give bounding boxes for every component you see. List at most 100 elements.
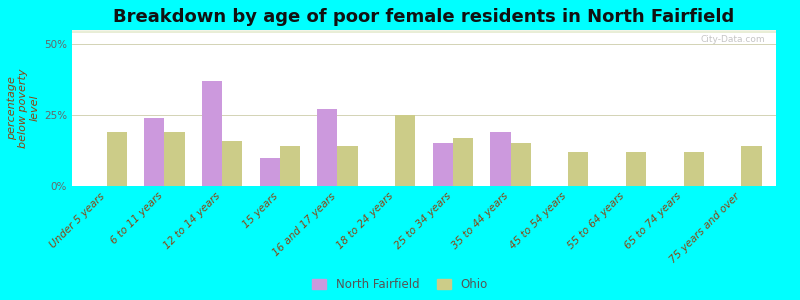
Bar	[72, 31, 776, 33]
Bar	[72, 32, 776, 33]
Bar	[72, 30, 776, 31]
Bar	[222, 141, 242, 186]
Bar	[72, 30, 776, 32]
Bar	[164, 132, 185, 186]
Bar	[72, 31, 776, 33]
Bar	[72, 30, 776, 32]
Bar	[72, 30, 776, 32]
Bar	[72, 31, 776, 32]
Bar	[106, 132, 127, 186]
Bar	[72, 31, 776, 32]
Bar	[72, 31, 776, 33]
Bar	[72, 31, 776, 32]
Bar	[72, 30, 776, 32]
Bar	[72, 31, 776, 32]
Bar	[144, 118, 164, 186]
Bar	[72, 31, 776, 33]
Bar	[72, 31, 776, 32]
Bar	[72, 31, 776, 32]
Bar	[72, 31, 776, 33]
Bar	[72, 31, 776, 32]
Bar	[72, 32, 776, 33]
Bar	[72, 31, 776, 32]
Bar	[72, 31, 776, 32]
Bar	[72, 31, 776, 32]
Bar	[72, 30, 776, 31]
Bar	[72, 30, 776, 32]
Bar	[72, 30, 776, 32]
Bar	[72, 31, 776, 33]
Bar	[72, 31, 776, 32]
Bar	[72, 32, 776, 33]
Bar	[318, 110, 338, 186]
Bar	[72, 31, 776, 33]
Bar	[568, 152, 589, 186]
Bar	[72, 31, 776, 33]
Bar	[433, 143, 453, 186]
Bar	[453, 138, 473, 186]
Bar	[72, 30, 776, 32]
Bar	[72, 31, 776, 32]
Bar	[72, 32, 776, 33]
Text: City-Data.com: City-Data.com	[701, 35, 766, 44]
Bar	[72, 32, 776, 33]
Bar	[72, 31, 776, 33]
Bar	[72, 31, 776, 32]
Bar	[72, 32, 776, 33]
Bar	[280, 146, 300, 186]
Bar	[510, 143, 530, 186]
Title: Breakdown by age of poor female residents in North Fairfield: Breakdown by age of poor female resident…	[114, 8, 734, 26]
Bar	[72, 31, 776, 32]
Bar	[684, 152, 704, 186]
Bar	[72, 30, 776, 31]
Bar	[72, 30, 776, 32]
Bar	[72, 30, 776, 31]
Bar	[338, 146, 358, 186]
Bar	[72, 31, 776, 33]
Bar	[72, 31, 776, 33]
Bar	[72, 31, 776, 32]
Bar	[72, 31, 776, 32]
Bar	[72, 30, 776, 32]
Bar	[395, 115, 415, 186]
Bar	[72, 32, 776, 33]
Bar	[72, 31, 776, 33]
Bar	[72, 31, 776, 32]
Bar	[72, 31, 776, 32]
Bar	[742, 146, 762, 186]
Bar	[72, 30, 776, 32]
Bar	[72, 31, 776, 33]
Bar	[72, 32, 776, 33]
Bar	[72, 31, 776, 32]
Bar	[72, 31, 776, 32]
Bar	[72, 32, 776, 33]
Bar	[72, 31, 776, 32]
Bar	[72, 31, 776, 32]
Bar	[72, 31, 776, 32]
Bar	[490, 132, 510, 186]
Bar	[72, 31, 776, 33]
Bar	[72, 30, 776, 32]
Bar	[72, 30, 776, 31]
Bar	[72, 31, 776, 32]
Bar	[626, 152, 646, 186]
Bar	[72, 30, 776, 32]
Bar	[72, 30, 776, 32]
Bar	[72, 32, 776, 33]
Bar	[72, 31, 776, 33]
Bar	[72, 32, 776, 33]
Bar	[72, 31, 776, 32]
Bar	[72, 31, 776, 32]
Bar	[72, 30, 776, 32]
Bar	[72, 31, 776, 33]
Bar	[72, 31, 776, 33]
Bar	[72, 30, 776, 32]
Legend: North Fairfield, Ohio: North Fairfield, Ohio	[312, 278, 488, 291]
Bar	[72, 31, 776, 32]
Bar	[72, 31, 776, 32]
Bar	[72, 30, 776, 32]
Bar	[72, 31, 776, 33]
Bar	[72, 31, 776, 32]
Bar	[72, 30, 776, 32]
Bar	[72, 30, 776, 32]
